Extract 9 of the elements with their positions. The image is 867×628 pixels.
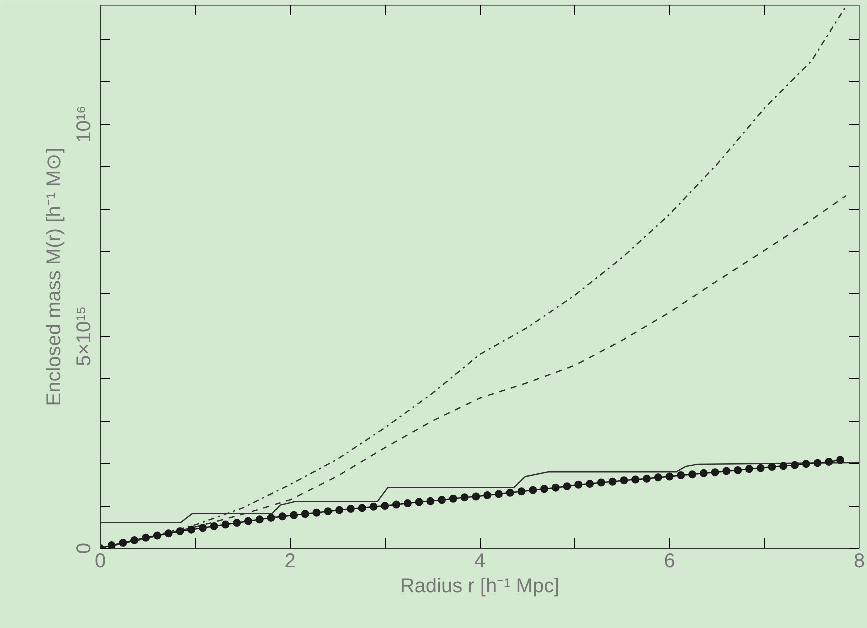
x-tick-label: 2 bbox=[284, 550, 296, 572]
x-tick-label: 6 bbox=[664, 550, 676, 572]
y-tick-label: 0 bbox=[74, 542, 96, 554]
y-tick-label: 10¹⁶ bbox=[74, 106, 96, 143]
x-tick-label: 4 bbox=[474, 550, 486, 572]
y-axis-title: Enclosed mass M(r) [h⁻¹ M⊙] bbox=[44, 148, 66, 406]
x-axis-title: Radius r [h⁻¹ Mpc] bbox=[400, 576, 560, 598]
x-tick-label: 8 bbox=[854, 550, 866, 572]
y-tick-label: 5×10¹⁵ bbox=[74, 306, 96, 366]
